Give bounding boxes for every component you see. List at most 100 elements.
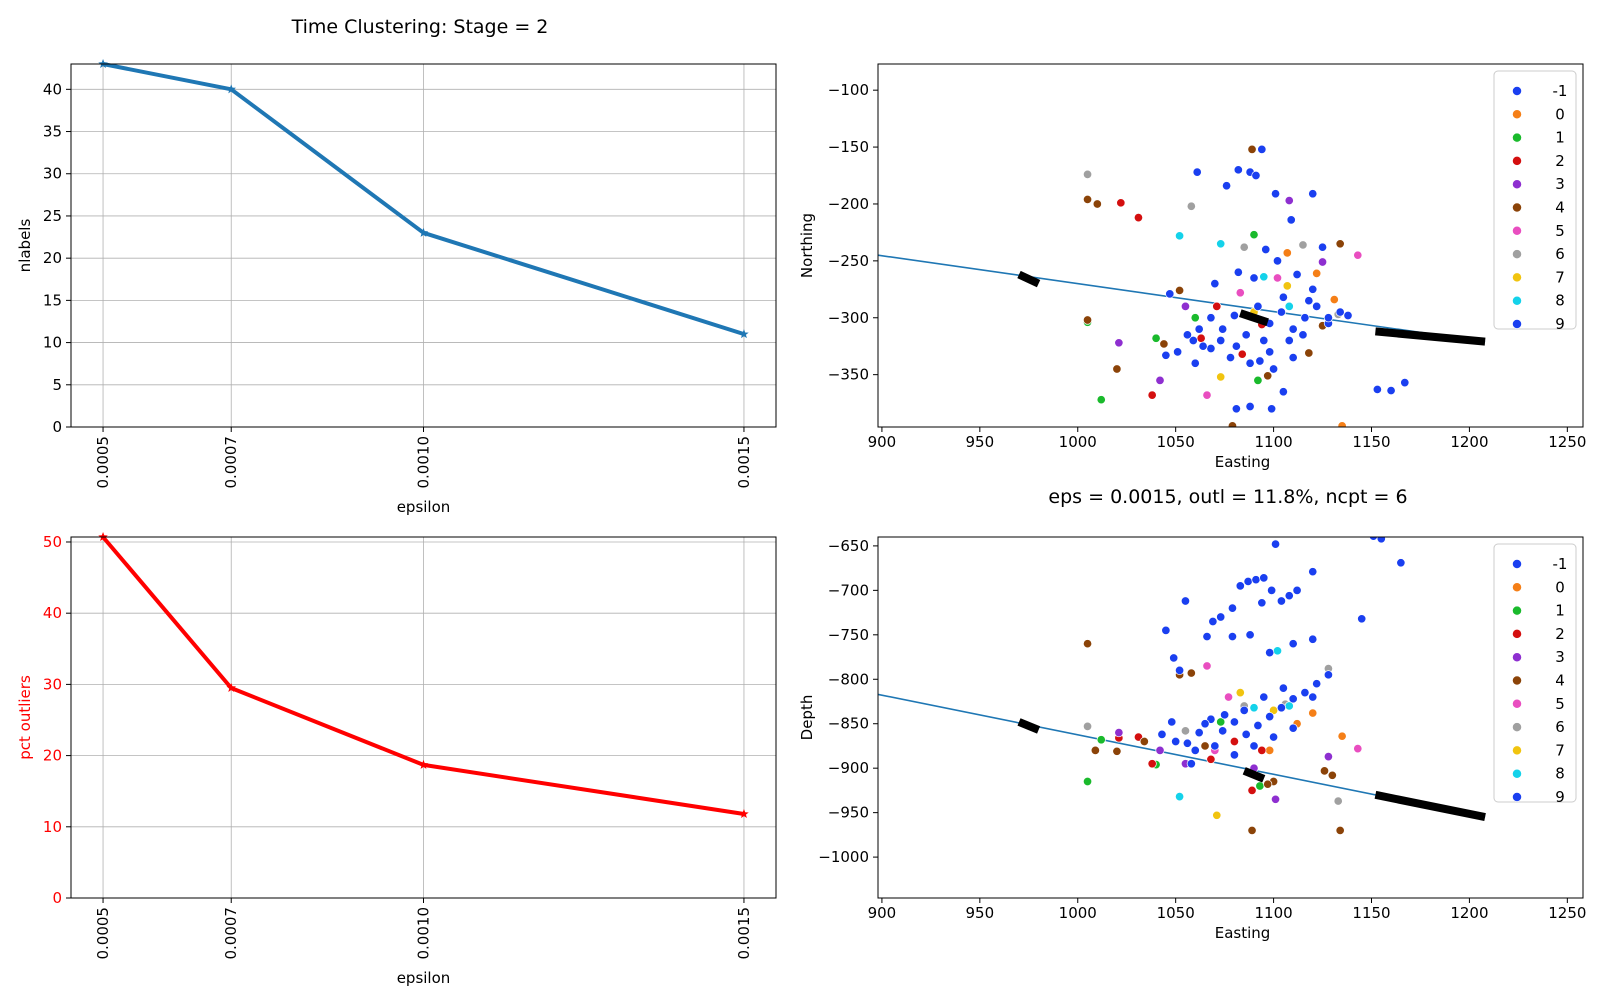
y-tick-label: −350 — [828, 366, 869, 384]
cluster-point — [1282, 248, 1292, 258]
y-tick-label: −750 — [828, 626, 869, 644]
cluster-point — [1190, 745, 1200, 755]
cluster-point — [1220, 710, 1230, 720]
legend-label: 8 — [1555, 765, 1565, 783]
legend-label: 9 — [1555, 315, 1565, 333]
x-tick-label: 0.0005 — [94, 436, 112, 489]
cluster-point — [1165, 289, 1175, 299]
cluster-point — [1284, 196, 1294, 206]
cluster-point — [1210, 279, 1220, 289]
cluster-point — [1376, 537, 1386, 544]
cluster-point — [1265, 712, 1275, 722]
x-tick-label: 1100 — [1254, 433, 1292, 451]
legend-marker — [1512, 768, 1522, 779]
cluster-point — [1259, 573, 1269, 583]
y-axis-label: Depth — [798, 695, 816, 741]
cluster-point — [1167, 717, 1177, 727]
legend-marker — [1512, 132, 1522, 143]
cluster-point — [1155, 745, 1165, 755]
x-axis-label: Easting — [1215, 924, 1271, 942]
cluster-point — [1263, 779, 1273, 789]
cluster-point — [1257, 598, 1267, 608]
cluster-point — [1308, 189, 1318, 199]
cluster-point — [1227, 421, 1238, 427]
legend-label: 7 — [1555, 741, 1565, 759]
cluster-point — [1202, 661, 1212, 671]
cluster-point — [1308, 567, 1318, 577]
cluster-point — [1139, 736, 1149, 747]
legend-marker — [1512, 745, 1522, 756]
plot-area — [878, 144, 1486, 427]
cluster-point — [1253, 720, 1263, 731]
cluster-point — [1288, 639, 1298, 649]
cluster-point — [1161, 625, 1171, 635]
cluster-point — [1247, 785, 1257, 795]
cluster-point — [1147, 759, 1157, 769]
y-tick-label: 30 — [43, 675, 62, 693]
y-tick-label: −900 — [828, 759, 869, 777]
legend-marker — [1512, 605, 1522, 616]
cluster-point — [1253, 375, 1263, 385]
cluster-point — [1259, 335, 1269, 346]
legend-marker — [1512, 698, 1522, 709]
cluster-point — [1251, 575, 1261, 585]
cluster-point — [1180, 596, 1191, 606]
cluster-point — [1175, 665, 1185, 675]
cluster-point — [1288, 723, 1298, 733]
cluster-point — [1288, 353, 1298, 363]
cluster-point — [1229, 736, 1239, 747]
cluster-point — [1216, 239, 1226, 249]
x-tick-label: 0.0007 — [222, 436, 240, 489]
cluster-point — [1269, 732, 1279, 742]
cluster-point — [1251, 170, 1261, 181]
axes-frame — [877, 63, 1584, 428]
cluster-point — [1082, 315, 1093, 325]
cluster-point — [1284, 301, 1294, 311]
y-tick-label: 40 — [43, 604, 62, 622]
cluster-point — [1249, 741, 1259, 751]
legend-marker — [1512, 202, 1522, 213]
cluster-point — [1323, 313, 1333, 323]
legend-label: -1 — [1553, 555, 1568, 573]
cluster-point — [1278, 683, 1288, 693]
cluster-point — [1212, 810, 1222, 820]
cluster-point — [1200, 741, 1210, 751]
data-point-marker — [739, 329, 749, 339]
cluster-point — [1327, 770, 1337, 780]
cluster-point — [1173, 347, 1183, 357]
outliers-line-chart: 0 10 20 30 40 50 0.0005 0.0007 0.0010 0.0015 epsil… — [16, 532, 777, 987]
x-tick-label: 1200 — [1450, 904, 1488, 922]
data-point-marker — [226, 84, 236, 94]
y-tick-label: 10 — [43, 334, 62, 352]
cluster-point — [1239, 705, 1249, 715]
cluster-point — [1300, 313, 1310, 323]
cluster-point — [1335, 239, 1345, 249]
legend-marker — [1512, 559, 1522, 569]
cluster-point — [1257, 745, 1267, 755]
cluster-point — [1192, 167, 1202, 177]
cluster-point — [1308, 708, 1318, 718]
cluster-point — [1337, 731, 1347, 741]
cluster-point — [1308, 634, 1318, 644]
y-tick-label: −650 — [828, 537, 869, 555]
y-tick-label: 0 — [52, 418, 62, 436]
rupture-segment — [1375, 327, 1486, 346]
cluster-point — [1216, 717, 1226, 727]
legend-label: 4 — [1555, 199, 1565, 217]
cluster-point — [1175, 792, 1185, 802]
legend-label: 9 — [1555, 788, 1565, 806]
cluster-point — [1317, 257, 1328, 267]
axes-frame — [70, 536, 777, 899]
legend-marker — [1512, 272, 1522, 283]
cluster-point — [1235, 581, 1245, 591]
y-tick-label: −300 — [828, 309, 869, 327]
plot-area — [878, 537, 1486, 835]
x-axis-label: Easting — [1215, 453, 1271, 471]
cluster-point — [1233, 267, 1243, 277]
cluster-point — [1284, 335, 1294, 346]
legend-label: 1 — [1555, 602, 1565, 620]
legend-label: 1 — [1555, 129, 1565, 147]
cluster-point — [1245, 630, 1255, 640]
cluster-point — [1333, 796, 1343, 806]
cluster-point — [1267, 585, 1277, 595]
